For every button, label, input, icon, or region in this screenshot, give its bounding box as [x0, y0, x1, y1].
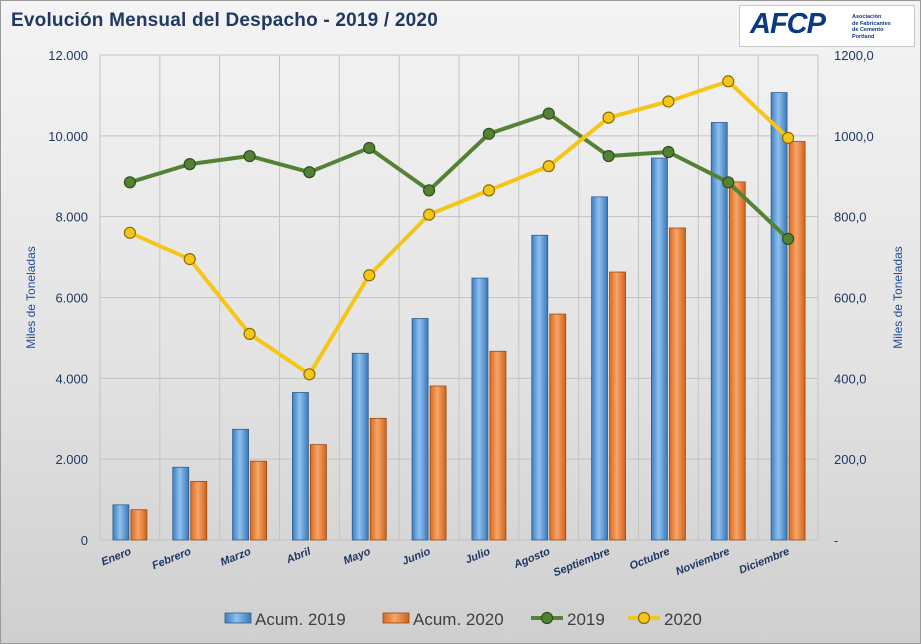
- bar-acum-2019: [591, 196, 608, 541]
- point-2019: [662, 145, 675, 159]
- x-tick-label: Marzo: [219, 546, 253, 569]
- y-tick-label: 6.000: [55, 291, 88, 306]
- legend-swatch-marker: [637, 611, 651, 625]
- y-axis-title: Miles de Toneladas: [24, 246, 38, 349]
- point-2019: [542, 107, 555, 120]
- point-2019: [722, 176, 735, 189]
- point-2019: [363, 141, 376, 155]
- point-2020: [123, 226, 137, 239]
- legend-swatch: [224, 612, 252, 624]
- x-tick-label: Diciembre: [737, 546, 791, 577]
- x-tick-label: Julio: [464, 546, 493, 567]
- x-tick-label: Febrero: [150, 546, 193, 573]
- legend-label: Acum. 2019: [255, 610, 346, 629]
- logo-line: de Cemento: [852, 27, 884, 33]
- bar-acum-2019: [232, 428, 249, 541]
- afcp-logo: AFCP Asociación de Fabricantes de Cement…: [739, 5, 915, 47]
- bar-acum-2020: [549, 313, 567, 541]
- point-2020: [303, 368, 316, 381]
- x-tick-label: Noviembre: [674, 546, 731, 578]
- bar-acum-2019: [112, 504, 130, 541]
- y-tick-label: 4.000: [55, 371, 88, 386]
- point-2020: [422, 208, 436, 221]
- y2-axis-title: Miles de Toneladas: [891, 246, 905, 349]
- x-tick-label: Mayo: [342, 546, 373, 568]
- point-2020: [183, 253, 196, 266]
- legend-label: Acum. 2020: [413, 610, 504, 629]
- logo-line: Asociación: [852, 14, 882, 20]
- bar-acum-2020: [369, 417, 387, 541]
- bar-acum-2020: [609, 271, 626, 541]
- series-line-2019: [129, 111, 790, 241]
- bar-acum-2019: [292, 392, 309, 541]
- bar-acum-2019: [770, 92, 788, 541]
- x-tick-label: Junio: [401, 546, 433, 568]
- legend-swatch: [382, 612, 410, 624]
- point-2020: [363, 269, 376, 282]
- bar-acum-2020: [489, 350, 507, 541]
- point-2019: [183, 158, 196, 171]
- point-2020: [243, 327, 256, 340]
- point-2019: [602, 149, 615, 163]
- point-2020: [542, 160, 555, 173]
- point-2019: [482, 127, 496, 140]
- bar-acum-2019: [351, 352, 369, 541]
- y2-tick-label: 800,0: [834, 210, 867, 225]
- legend-label: 2019: [567, 610, 605, 629]
- bar-acum-2020: [728, 181, 746, 541]
- logo-line: de Fabricantes: [852, 20, 891, 27]
- bar-acum-2020: [310, 444, 327, 541]
- y-tick-label: 8.000: [55, 210, 88, 225]
- point-2019: [243, 149, 256, 163]
- y-tick-label: 12.000: [48, 48, 88, 63]
- point-2020: [781, 131, 795, 144]
- legend-label: 2020: [664, 610, 702, 629]
- logo-mark: AFCP: [750, 8, 826, 40]
- point-2019: [422, 184, 436, 197]
- logo-line: Portland: [852, 33, 875, 40]
- x-tick-label: Octubre: [628, 546, 672, 573]
- y2-tick-label: 1000,0: [834, 129, 874, 144]
- logo-text: Asociación de Fabricantes de Cemento Por…: [852, 14, 912, 40]
- bar-acum-2019: [172, 466, 190, 541]
- y2-tick-label: 600,0: [834, 291, 867, 306]
- bar-acum-2019: [471, 277, 489, 541]
- bar-acum-2020: [788, 141, 806, 541]
- y2-tick-label: 400,0: [834, 371, 867, 386]
- x-tick-label: Enero: [100, 546, 134, 569]
- x-tick-label: Agosto: [511, 546, 552, 572]
- point-2020: [722, 75, 735, 88]
- bar-acum-2019: [531, 234, 549, 541]
- point-2019: [781, 232, 795, 245]
- legend-swatch-marker: [540, 611, 554, 625]
- y-tick-label: 0: [81, 533, 88, 548]
- bar-acum-2020: [190, 480, 208, 541]
- y2-tick-label: 200,0: [834, 452, 867, 467]
- bar-acum-2019: [710, 122, 728, 541]
- y2-tick-label: 1200,0: [834, 48, 874, 63]
- bar-acum-2019: [651, 157, 668, 541]
- y-tick-label: 2.000: [55, 452, 88, 467]
- point-2020: [662, 95, 675, 108]
- bar-acum-2020: [669, 227, 686, 541]
- y2-tick-label: -: [834, 533, 838, 548]
- series-line-2020: [129, 79, 790, 377]
- x-tick-label: Abril: [284, 545, 314, 566]
- chart-title: Evolución Mensual del Despacho - 2019 / …: [11, 10, 438, 31]
- bar-acum-2020: [429, 385, 447, 541]
- point-2020: [602, 111, 615, 124]
- point-2019: [303, 166, 316, 179]
- x-tick-label: Septiembre: [552, 546, 612, 580]
- y-tick-label: 10.000: [48, 129, 88, 144]
- bar-acum-2020: [130, 509, 148, 541]
- point-2019: [123, 176, 137, 189]
- bar-acum-2020: [250, 460, 267, 541]
- point-2020: [482, 184, 496, 197]
- bar-acum-2019: [411, 318, 429, 541]
